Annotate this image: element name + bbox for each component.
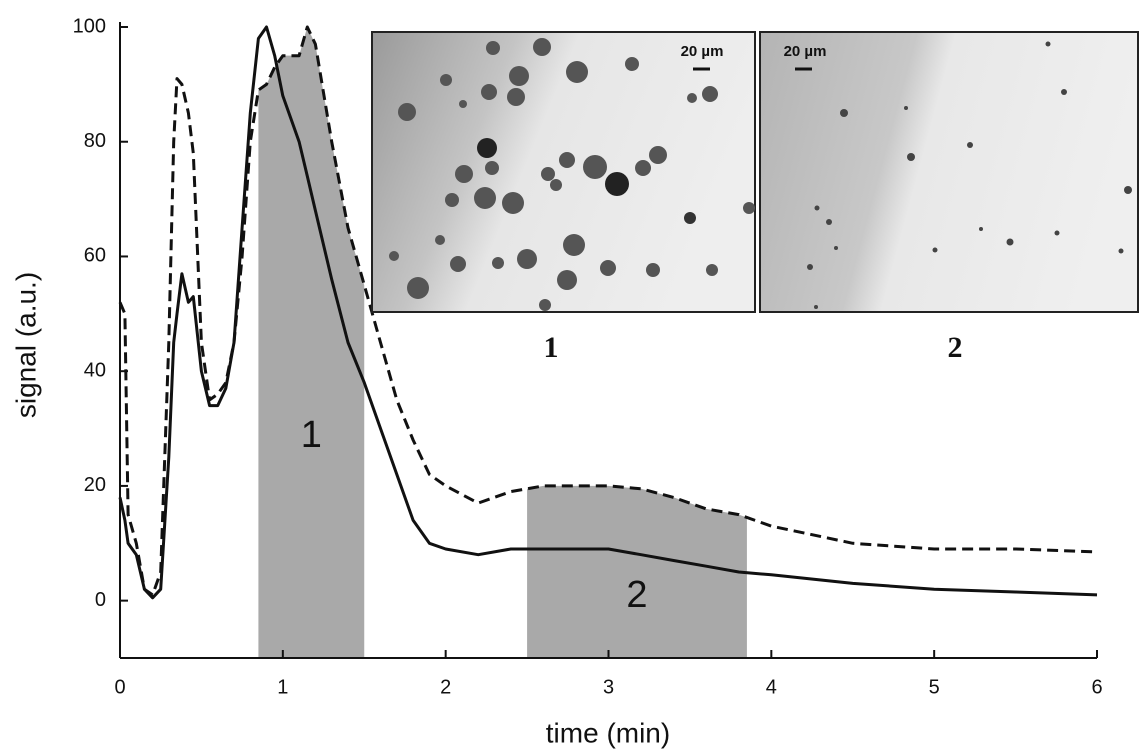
x-axis-label: time (min) xyxy=(546,717,670,748)
x-tick-label: 0 xyxy=(114,676,125,698)
inset-label: 1 xyxy=(544,331,559,364)
inset-2: 20 µm 2 xyxy=(759,31,1139,364)
region-label: 2 xyxy=(626,574,647,616)
shaded-region xyxy=(258,27,365,658)
y-tick-label: 100 xyxy=(73,15,106,37)
micrograph xyxy=(371,31,756,313)
solid-line xyxy=(118,25,1098,600)
y-tick-label: 0 xyxy=(95,589,106,611)
y-tick-label: 40 xyxy=(84,359,106,381)
y-tick-label: 20 xyxy=(84,474,106,496)
micrograph xyxy=(759,31,1139,313)
y-axis-label: signal (a.u.) xyxy=(10,272,41,418)
scale-label: 20 µm xyxy=(784,43,827,60)
y-tick-label: 80 xyxy=(84,130,106,152)
particles xyxy=(389,38,755,311)
x-tick-label: 5 xyxy=(929,676,940,698)
particles xyxy=(807,41,1132,309)
shaded-region xyxy=(527,485,747,658)
x-tick-label: 6 xyxy=(1091,676,1102,698)
x-tick-label: 3 xyxy=(603,676,614,698)
inset-label: 2 xyxy=(948,331,963,364)
scale-label: 20 µm xyxy=(681,43,724,60)
x-tick-label: 2 xyxy=(440,676,451,698)
inset-1: 20 µm 1 xyxy=(371,31,756,364)
region-label: 1 xyxy=(301,414,322,456)
x-tick-label: 4 xyxy=(766,676,777,698)
y-tick-label: 60 xyxy=(84,245,106,267)
dashed-line xyxy=(118,25,1098,597)
x-tick-label: 1 xyxy=(277,676,288,698)
